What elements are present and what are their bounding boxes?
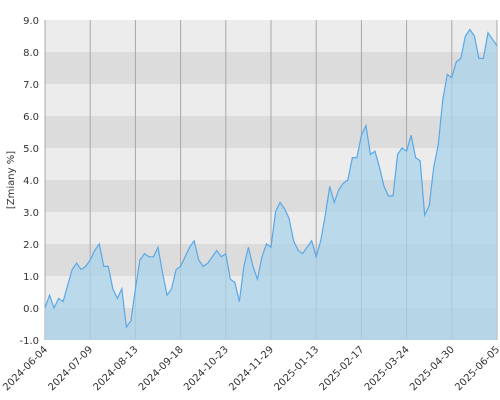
line [44,28,498,329]
y-tick-label: 7.0 [23,80,39,91]
x-tick-label: 2025-02-17 [318,344,367,393]
y-tick-label: 4.0 [23,176,39,187]
x-tick-label: 2025-01-13 [272,344,321,393]
y-tick-label: 0.0 [23,304,39,315]
y-axis-label: [Zmiany %] [6,151,17,209]
x-tick-label: 2024-06-04 [1,344,50,393]
x-tick-label: 2024-10-23 [182,344,231,393]
y-tick-label: 5.0 [23,144,39,155]
y-tick-label: 3.0 [23,208,39,219]
area [45,29,497,340]
y-tick-label: 9.0 [23,16,39,27]
y-tick-label: -1.0 [19,336,39,347]
y-tick-label: 6.0 [23,112,39,123]
x-tick-label: 2025-06-05 [453,344,500,393]
x-tick-label: 2024-07-09 [46,344,95,393]
y-tick-label: 8.0 [23,48,39,59]
x-tick-label: 2024-08-13 [92,344,141,393]
x-tick-label: 2024-09-18 [137,344,186,393]
x-tick-label: 2024-11-29 [227,344,276,393]
y-tick-label: 2.0 [23,240,39,251]
x-tick-label: 2025-03-24 [363,344,412,393]
x-tick-label: 2025-04-30 [408,344,457,393]
y-tick-label: 1.0 [23,272,39,283]
